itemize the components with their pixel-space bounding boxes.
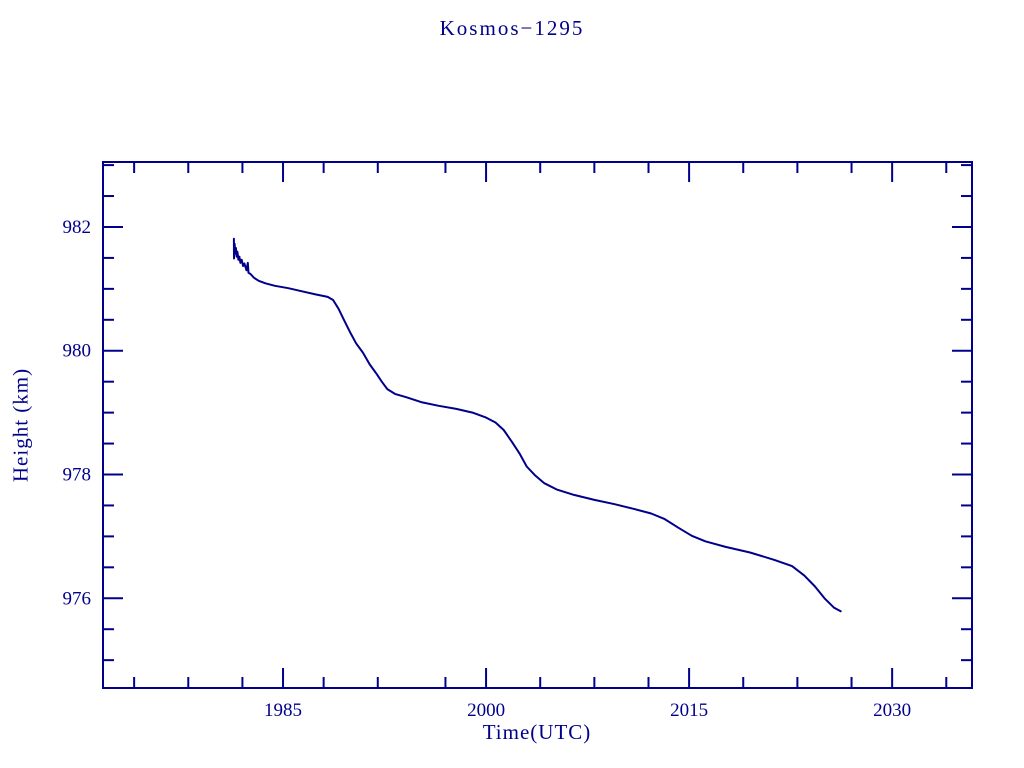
x-tick-label: 2000 bbox=[467, 700, 505, 721]
x-tick-label: 1985 bbox=[264, 700, 302, 721]
y-tick-label: 980 bbox=[63, 341, 92, 362]
y-tick-label: 976 bbox=[63, 588, 92, 609]
x-tick-label: 2030 bbox=[873, 700, 911, 721]
x-tick-label: 2015 bbox=[670, 700, 708, 721]
plot-frame bbox=[102, 161, 973, 689]
y-tick-label: 978 bbox=[63, 465, 92, 486]
chart-title: Kosmos−1295 bbox=[439, 16, 585, 40]
y-tick-label: 982 bbox=[63, 217, 92, 238]
x-axis-label: Time(UTC) bbox=[482, 720, 592, 744]
orbital-height-series-line bbox=[232, 237, 842, 613]
